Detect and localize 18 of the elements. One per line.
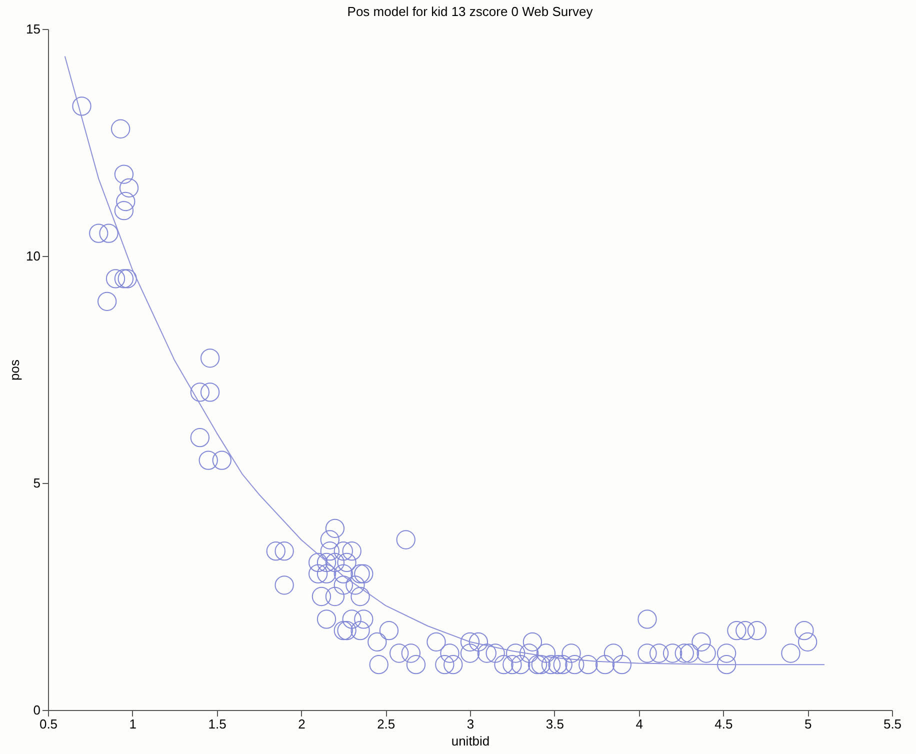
y-tick-label: 0 <box>33 702 40 718</box>
x-tick-label: 4.5 <box>714 716 733 732</box>
x-tick-label: 5.5 <box>883 716 902 732</box>
x-tick-label: 3 <box>466 716 474 732</box>
y-tick-label: 15 <box>26 22 40 36</box>
y-axis-title: pos <box>7 359 22 380</box>
x-tick-label: 3.5 <box>546 716 564 732</box>
x-axis-title: unitbid <box>451 734 490 748</box>
y-tick-label: 5 <box>33 476 40 490</box>
chart-title: Pos model for kid 13 zscore 0 Web Survey <box>347 4 594 19</box>
x-tick-label: 4 <box>636 716 643 732</box>
x-tick-label: 1.5 <box>208 716 226 732</box>
x-tick-label: 5 <box>804 716 812 732</box>
x-tick-label: 2.5 <box>377 716 396 732</box>
y-tick-label: 10 <box>26 248 40 264</box>
x-tick-label: 0.5 <box>39 716 58 732</box>
x-tick-label: 2 <box>298 716 306 732</box>
x-tick-label: 1 <box>129 716 137 732</box>
